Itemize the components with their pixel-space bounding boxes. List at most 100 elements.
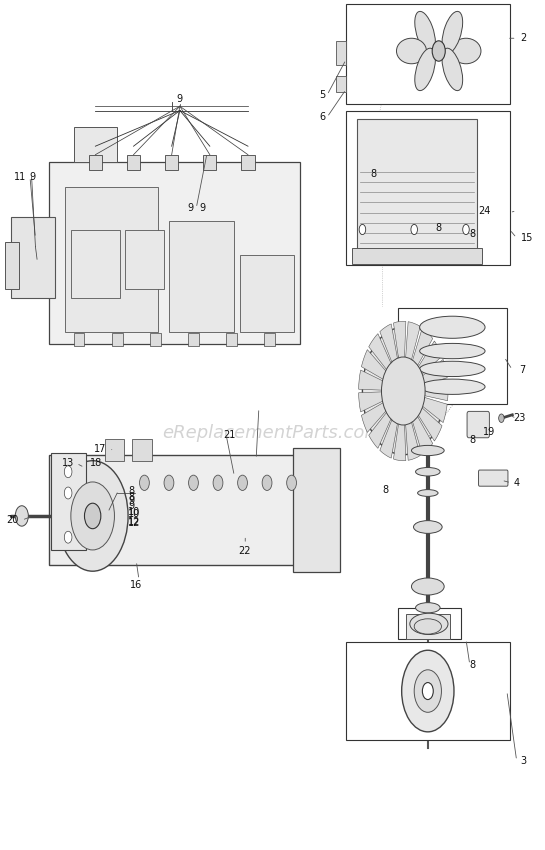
FancyBboxPatch shape [293, 448, 340, 572]
Text: 8: 8 [128, 486, 134, 496]
FancyBboxPatch shape [74, 128, 117, 162]
Bar [240, 255, 294, 332]
Ellipse shape [417, 621, 438, 628]
Text: 22: 22 [238, 546, 250, 556]
Text: 9: 9 [177, 94, 183, 104]
Text: 17: 17 [94, 444, 106, 454]
Ellipse shape [411, 578, 444, 595]
Circle shape [15, 506, 28, 526]
Bar [336, 41, 346, 65]
Bar [89, 155, 102, 170]
Ellipse shape [415, 11, 435, 54]
Text: 8: 8 [128, 492, 134, 502]
FancyBboxPatch shape [352, 248, 482, 264]
Bar [188, 333, 199, 346]
Bar [346, 110, 510, 265]
Circle shape [362, 327, 444, 455]
Text: 8: 8 [470, 660, 476, 670]
FancyBboxPatch shape [49, 455, 338, 565]
Circle shape [262, 475, 272, 490]
Ellipse shape [416, 468, 440, 476]
Text: 13: 13 [62, 458, 74, 468]
Circle shape [213, 475, 223, 490]
Text: 9: 9 [187, 203, 193, 213]
Text: 2: 2 [520, 33, 526, 43]
Bar [226, 333, 237, 346]
Wedge shape [403, 382, 448, 400]
Wedge shape [361, 391, 403, 433]
Bar [336, 76, 346, 92]
Text: 3: 3 [520, 756, 526, 766]
Circle shape [414, 670, 441, 712]
Wedge shape [403, 391, 420, 461]
Circle shape [411, 224, 417, 235]
Ellipse shape [414, 520, 442, 534]
Circle shape [64, 487, 72, 499]
Circle shape [164, 475, 174, 490]
Text: 18: 18 [90, 458, 102, 468]
Text: 12: 12 [128, 518, 141, 528]
Text: 5: 5 [320, 90, 326, 100]
Wedge shape [403, 391, 447, 422]
Bar [406, 614, 450, 639]
Ellipse shape [420, 343, 485, 359]
Bar [264, 333, 275, 346]
FancyBboxPatch shape [11, 217, 54, 298]
Text: 19: 19 [483, 427, 495, 437]
Bar [74, 333, 84, 346]
Ellipse shape [420, 379, 485, 394]
Circle shape [432, 41, 445, 61]
Text: 8: 8 [435, 223, 441, 233]
Circle shape [84, 503, 101, 529]
Bar [203, 155, 216, 170]
Text: 16: 16 [130, 580, 142, 590]
Circle shape [463, 224, 469, 235]
Ellipse shape [417, 490, 438, 496]
Wedge shape [369, 334, 403, 391]
Bar [398, 308, 507, 404]
Bar [150, 333, 161, 346]
Wedge shape [361, 349, 403, 391]
Ellipse shape [416, 603, 440, 613]
Text: 24: 24 [478, 206, 490, 216]
Text: 10: 10 [128, 509, 140, 519]
Bar [132, 439, 152, 461]
FancyBboxPatch shape [467, 411, 489, 438]
Text: 23: 23 [513, 413, 526, 423]
Ellipse shape [451, 38, 481, 64]
Text: 12: 12 [128, 517, 141, 527]
Bar [165, 155, 178, 170]
Bar [346, 642, 510, 740]
Wedge shape [393, 321, 406, 391]
Text: 4: 4 [513, 478, 519, 488]
Circle shape [64, 531, 72, 543]
Wedge shape [359, 370, 403, 391]
Ellipse shape [420, 361, 485, 377]
FancyBboxPatch shape [5, 242, 19, 289]
Circle shape [57, 461, 128, 571]
Text: 11: 11 [14, 172, 26, 182]
Text: 8: 8 [382, 484, 388, 495]
Bar [346, 4, 510, 104]
Text: 6: 6 [320, 112, 326, 122]
Text: eReplacementParts.com: eReplacementParts.com [162, 424, 383, 443]
Wedge shape [403, 341, 442, 391]
Ellipse shape [414, 619, 441, 634]
Circle shape [382, 357, 425, 425]
FancyBboxPatch shape [479, 470, 508, 486]
Bar [125, 230, 164, 289]
Text: 15: 15 [520, 233, 533, 243]
Text: 7: 7 [519, 365, 525, 375]
Text: 21: 21 [223, 430, 236, 440]
Wedge shape [403, 391, 433, 454]
Ellipse shape [397, 38, 427, 64]
Circle shape [71, 482, 114, 550]
Wedge shape [380, 324, 403, 391]
FancyBboxPatch shape [51, 453, 86, 550]
Bar [65, 187, 158, 332]
Circle shape [499, 414, 504, 422]
Ellipse shape [415, 48, 435, 91]
Bar [105, 439, 124, 461]
Wedge shape [403, 360, 447, 391]
Circle shape [238, 475, 247, 490]
